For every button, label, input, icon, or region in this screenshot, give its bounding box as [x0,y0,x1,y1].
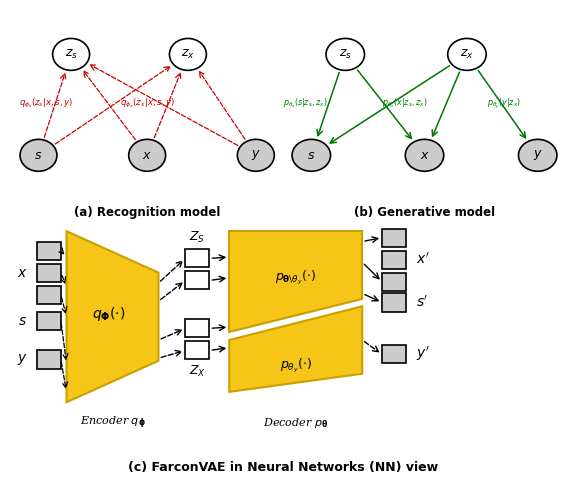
Bar [186,319,209,337]
Bar [37,264,61,282]
Text: $p_{\theta_s}(s|z_s,z_x)$: $p_{\theta_s}(s|z_s,z_x)$ [283,97,328,110]
Text: $z_s$: $z_s$ [65,48,78,61]
Text: $z_x$: $z_x$ [181,48,195,61]
Bar [37,312,61,330]
Circle shape [405,139,444,171]
Circle shape [518,139,557,171]
Polygon shape [229,231,362,332]
Text: $x$: $x$ [18,265,28,280]
Text: $p_{\theta_x}(x|z_s,z_x)$: $p_{\theta_x}(x|z_s,z_x)$ [382,97,427,110]
Text: $q_{\phi_s}(z_s|x,s,y)$: $q_{\phi_s}(z_s|x,s,y)$ [19,97,74,110]
Text: $z_x$: $z_x$ [460,48,474,61]
Circle shape [20,139,57,171]
Text: $s$: $s$ [35,149,42,162]
Text: Encoder $q_{\mathbf{\phi}}$: Encoder $q_{\mathbf{\phi}}$ [80,415,145,431]
Text: $y$: $y$ [533,148,543,162]
Text: $Z_X$: $Z_X$ [189,364,206,379]
Text: $s$: $s$ [18,313,27,327]
Bar [186,271,209,289]
Circle shape [128,139,166,171]
Bar [37,350,61,369]
Circle shape [169,38,207,71]
Circle shape [53,38,89,71]
Text: $q_{\mathbf{\Phi}}(\cdot)$: $q_{\mathbf{\Phi}}(\cdot)$ [92,305,125,323]
Text: $y'$: $y'$ [416,345,430,363]
Text: (b) Generative model: (b) Generative model [354,205,495,219]
Text: $s'$: $s'$ [416,295,428,310]
Bar [37,241,61,260]
Text: Decoder $p_{\mathbf{\theta}}$: Decoder $p_{\mathbf{\theta}}$ [263,416,328,430]
Text: $p_{\theta_y}(\cdot)$: $p_{\theta_y}(\cdot)$ [280,357,312,375]
Text: $Z_S$: $Z_S$ [190,229,205,245]
Circle shape [292,139,331,171]
Circle shape [448,38,486,71]
Polygon shape [229,306,362,392]
Polygon shape [67,231,158,402]
Text: (c) FarconVAE in Neural Networks (NN) view: (c) FarconVAE in Neural Networks (NN) vi… [128,460,438,474]
Bar [382,273,406,291]
Text: $x$: $x$ [419,149,430,162]
Bar [37,286,61,304]
Text: $x'$: $x'$ [416,252,430,267]
Bar [382,293,406,312]
Text: $y$: $y$ [18,352,28,367]
Bar [382,228,406,247]
Text: $p_{\theta_y}(y|z_x)$: $p_{\theta_y}(y|z_x)$ [487,96,521,111]
Text: $p_{\mathbf{\theta}\backslash\theta_y}(\cdot)$: $p_{\mathbf{\theta}\backslash\theta_y}(\… [275,269,316,287]
Text: $s$: $s$ [307,149,315,162]
Text: $z_s$: $z_s$ [339,48,351,61]
Bar [186,249,209,267]
Bar [382,251,406,269]
Circle shape [237,139,275,171]
Text: (a) Recognition model: (a) Recognition model [74,205,220,219]
Circle shape [326,38,365,71]
Text: $x$: $x$ [142,149,152,162]
Bar [382,345,406,363]
Bar [186,341,209,360]
Text: $q_{\phi_x}(z_x|x,s,y)$: $q_{\phi_x}(z_x|x,s,y)$ [120,97,175,110]
Text: $y$: $y$ [251,148,261,162]
